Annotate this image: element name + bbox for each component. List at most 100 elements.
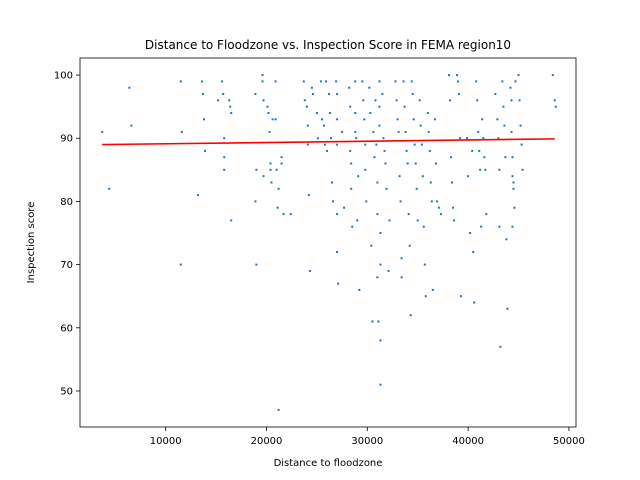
- data-point: [485, 213, 488, 216]
- data-point: [395, 99, 398, 102]
- data-point: [330, 137, 332, 140]
- data-point: [364, 168, 367, 171]
- data-point: [478, 149, 481, 152]
- x-tick-label: 30000: [351, 436, 383, 447]
- data-point: [306, 143, 309, 146]
- x-axis-ticks: 10000 20000 30000 40000 50000: [150, 427, 585, 447]
- data-point: [379, 232, 382, 234]
- x-tick-label: 40000: [452, 436, 484, 447]
- data-point: [308, 269, 311, 272]
- data-point: [268, 130, 271, 133]
- data-point: [521, 168, 524, 171]
- data-point: [414, 162, 417, 165]
- data-point: [130, 124, 133, 127]
- data-point: [378, 124, 381, 127]
- data-point: [269, 168, 272, 171]
- data-point: [433, 118, 436, 121]
- data-point: [282, 213, 285, 216]
- data-point: [403, 105, 406, 108]
- data-point: [343, 206, 346, 209]
- data-point: [274, 118, 277, 121]
- y-tick-label: 80: [60, 197, 73, 208]
- data-point: [466, 137, 469, 140]
- data-point: [456, 74, 458, 77]
- data-point: [349, 105, 352, 108]
- data-point: [101, 130, 104, 133]
- data-point: [275, 168, 278, 171]
- data-point: [319, 80, 322, 83]
- data-point: [509, 86, 512, 89]
- data-point: [510, 99, 513, 102]
- data-point: [364, 143, 367, 146]
- data-point: [505, 238, 508, 241]
- data-point: [499, 345, 502, 348]
- x-tick-label: 50000: [553, 436, 585, 447]
- data-point: [228, 99, 231, 102]
- data-point: [271, 118, 274, 121]
- data-point: [108, 187, 111, 190]
- data-point: [512, 181, 515, 184]
- data-point: [430, 200, 433, 203]
- data-point: [328, 93, 330, 95]
- data-point: [375, 143, 378, 146]
- data-point: [373, 156, 376, 159]
- data-point: [336, 93, 339, 95]
- data-point: [332, 200, 334, 203]
- data-point: [415, 187, 418, 190]
- data-point: [179, 80, 182, 83]
- data-point: [323, 124, 325, 127]
- x-axis-label: Distance to floodzone: [274, 458, 383, 469]
- data-point: [420, 143, 423, 146]
- data-point: [511, 156, 514, 159]
- data-point: [449, 99, 451, 102]
- data-point: [467, 175, 470, 178]
- data-point: [230, 112, 233, 114]
- data-point: [305, 105, 308, 108]
- trend-line-group: [102, 138, 555, 146]
- data-point: [480, 225, 483, 228]
- data-point: [356, 219, 359, 222]
- data-point: [494, 93, 497, 95]
- data-point: [371, 320, 374, 323]
- data-point: [229, 105, 232, 108]
- data-point: [416, 219, 419, 222]
- data-point: [421, 175, 424, 178]
- data-point: [179, 263, 182, 266]
- data-point: [424, 295, 427, 298]
- data-point: [222, 93, 225, 95]
- trend-line: [102, 138, 555, 146]
- data-point: [481, 118, 484, 121]
- data-point: [378, 80, 381, 83]
- data-point: [472, 251, 475, 253]
- data-point: [410, 80, 413, 83]
- data-point: [362, 99, 365, 102]
- y-axis-ticks: 50 60 70 80 90 100: [54, 71, 80, 397]
- data-point: [435, 200, 438, 203]
- data-point: [388, 219, 391, 222]
- data-point: [384, 162, 387, 165]
- data-point: [457, 80, 459, 83]
- data-point: [372, 130, 375, 133]
- data-point: [426, 112, 429, 114]
- data-point: [413, 143, 416, 146]
- data-point: [484, 168, 487, 171]
- data-point: [502, 105, 505, 108]
- data-point: [419, 124, 422, 127]
- data-point: [554, 105, 557, 108]
- data-point: [418, 99, 421, 102]
- data-point: [412, 118, 415, 121]
- data-point: [496, 118, 499, 121]
- data-point: [501, 80, 504, 83]
- y-tick-label: 90: [60, 134, 73, 145]
- data-point: [230, 219, 233, 222]
- data-point: [551, 74, 554, 77]
- data-point: [341, 130, 344, 133]
- data-point: [400, 257, 403, 260]
- data-point: [374, 99, 377, 102]
- data-point: [512, 187, 515, 190]
- x-tick-label: 10000: [150, 436, 182, 447]
- data-point: [269, 162, 272, 165]
- data-point: [325, 80, 327, 83]
- data-point: [483, 156, 486, 159]
- data-point: [358, 288, 361, 291]
